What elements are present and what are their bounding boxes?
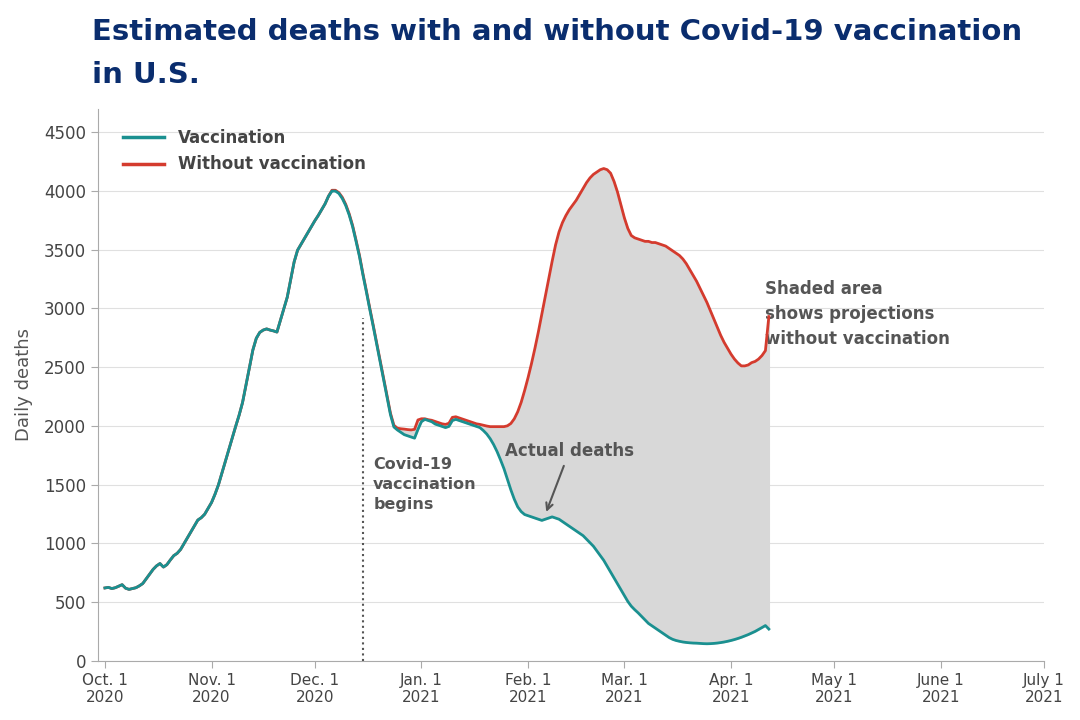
Y-axis label: Daily deaths: Daily deaths (15, 328, 33, 441)
Legend: Vaccination, Without vaccination: Vaccination, Without vaccination (116, 122, 372, 180)
Text: in U.S.: in U.S. (92, 61, 200, 89)
Text: Shaded area
shows projections
without vaccination: Shaded area shows projections without va… (766, 280, 950, 348)
Text: Covid-19
vaccination
begins: Covid-19 vaccination begins (374, 457, 477, 512)
Text: Estimated deaths with and without Covid-19 vaccination: Estimated deaths with and without Covid-… (92, 18, 1022, 46)
Text: Actual deaths: Actual deaths (504, 443, 634, 510)
